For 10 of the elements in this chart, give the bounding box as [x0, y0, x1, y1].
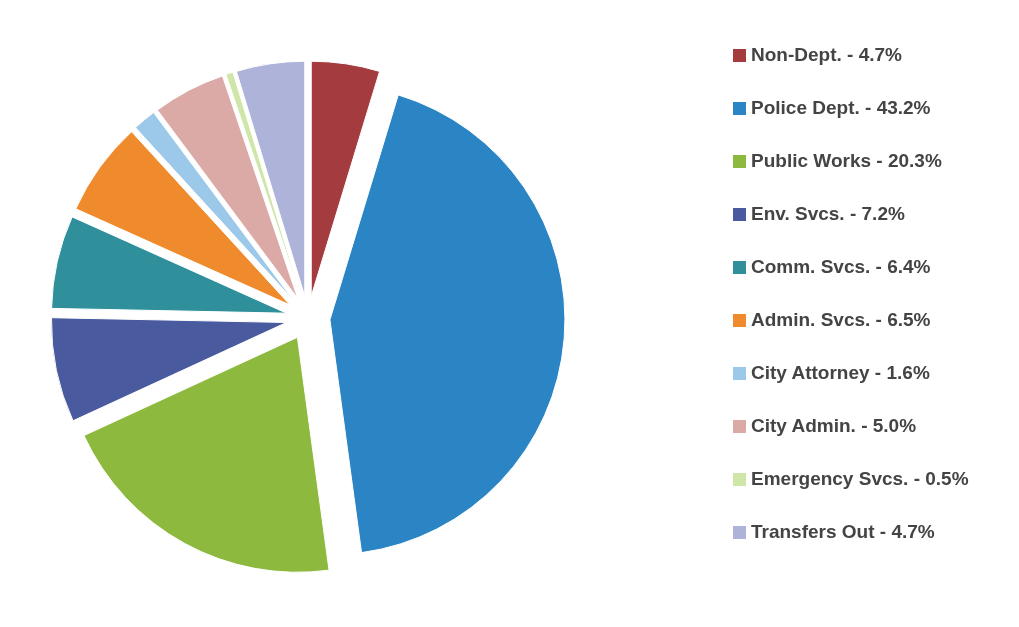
legend-label: City Admin. - 5.0% — [751, 415, 917, 436]
legend-label: City Attorney - 1.6% — [751, 362, 930, 383]
legend-label: Comm. Svcs. - 6.4% — [751, 256, 931, 277]
legend-label: Non-Dept. - 4.7% — [751, 44, 903, 65]
legend-label: Env. Svcs. - 7.2% — [751, 203, 905, 224]
legend-label: Police Dept. - 43.2% — [751, 97, 931, 118]
legend-label: Admin. Svcs. - 6.5% — [751, 309, 931, 330]
legend-label: Public Works - 20.3% — [751, 150, 942, 171]
legend-label: Transfers Out - 4.7% — [751, 521, 935, 542]
legend-label: Emergency Svcs. - 0.5% — [751, 468, 969, 489]
